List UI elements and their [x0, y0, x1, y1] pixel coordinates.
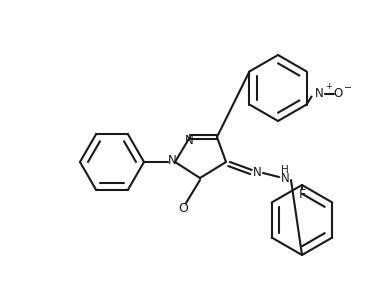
Text: O: O — [178, 201, 188, 215]
Text: +: + — [325, 82, 332, 91]
Text: F: F — [299, 189, 306, 201]
Text: N: N — [315, 87, 324, 100]
Text: O: O — [333, 87, 342, 100]
Text: −: − — [344, 83, 352, 94]
Text: N: N — [168, 154, 176, 167]
Text: H: H — [281, 165, 289, 175]
Text: N: N — [280, 173, 290, 185]
Text: N: N — [253, 167, 261, 179]
Text: N: N — [185, 134, 193, 147]
